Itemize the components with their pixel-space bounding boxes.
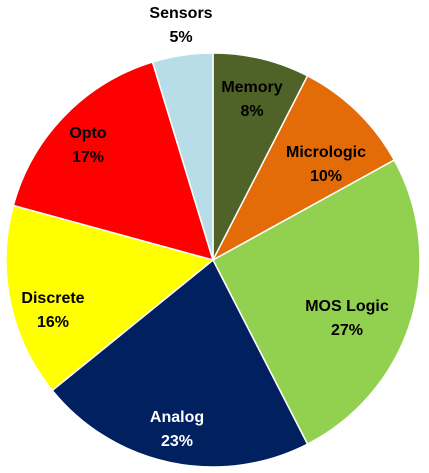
slice-sensors	[151, 52, 214, 261]
slice-memory	[212, 52, 309, 261]
slice-label-discrete: Discrete	[21, 290, 84, 307]
slice-micrologic	[211, 74, 396, 262]
slice-analog	[51, 258, 309, 468]
slice-mos-logic	[212, 159, 421, 446]
slice-value-analog: 23%	[161, 433, 193, 450]
slice-value-memory: 8%	[240, 103, 263, 120]
slice-value-mos-logic: 27%	[331, 322, 363, 339]
slice-value-discrete: 16%	[37, 314, 69, 331]
slice-label-analog: Analog	[150, 409, 204, 426]
slice-value-sensors: 5%	[169, 29, 192, 46]
pie-labels: Memory 8% Micrologic 10% MOS Logic 27% Analog 2…	[21, 5, 388, 450]
slice-value-opto: 17%	[72, 149, 104, 166]
slice-label-micrologic: Micrologic	[286, 144, 366, 161]
slice-discrete	[5, 204, 215, 392]
slice-value-micrologic: 10%	[310, 168, 342, 185]
slice-opto	[12, 61, 215, 262]
pie-slices	[5, 52, 421, 468]
slice-label-sensors: Sensors	[149, 5, 212, 22]
slice-label-mos-logic: MOS Logic	[305, 298, 389, 315]
slice-label-opto: Opto	[69, 125, 107, 142]
slice-label-memory: Memory	[221, 79, 282, 96]
